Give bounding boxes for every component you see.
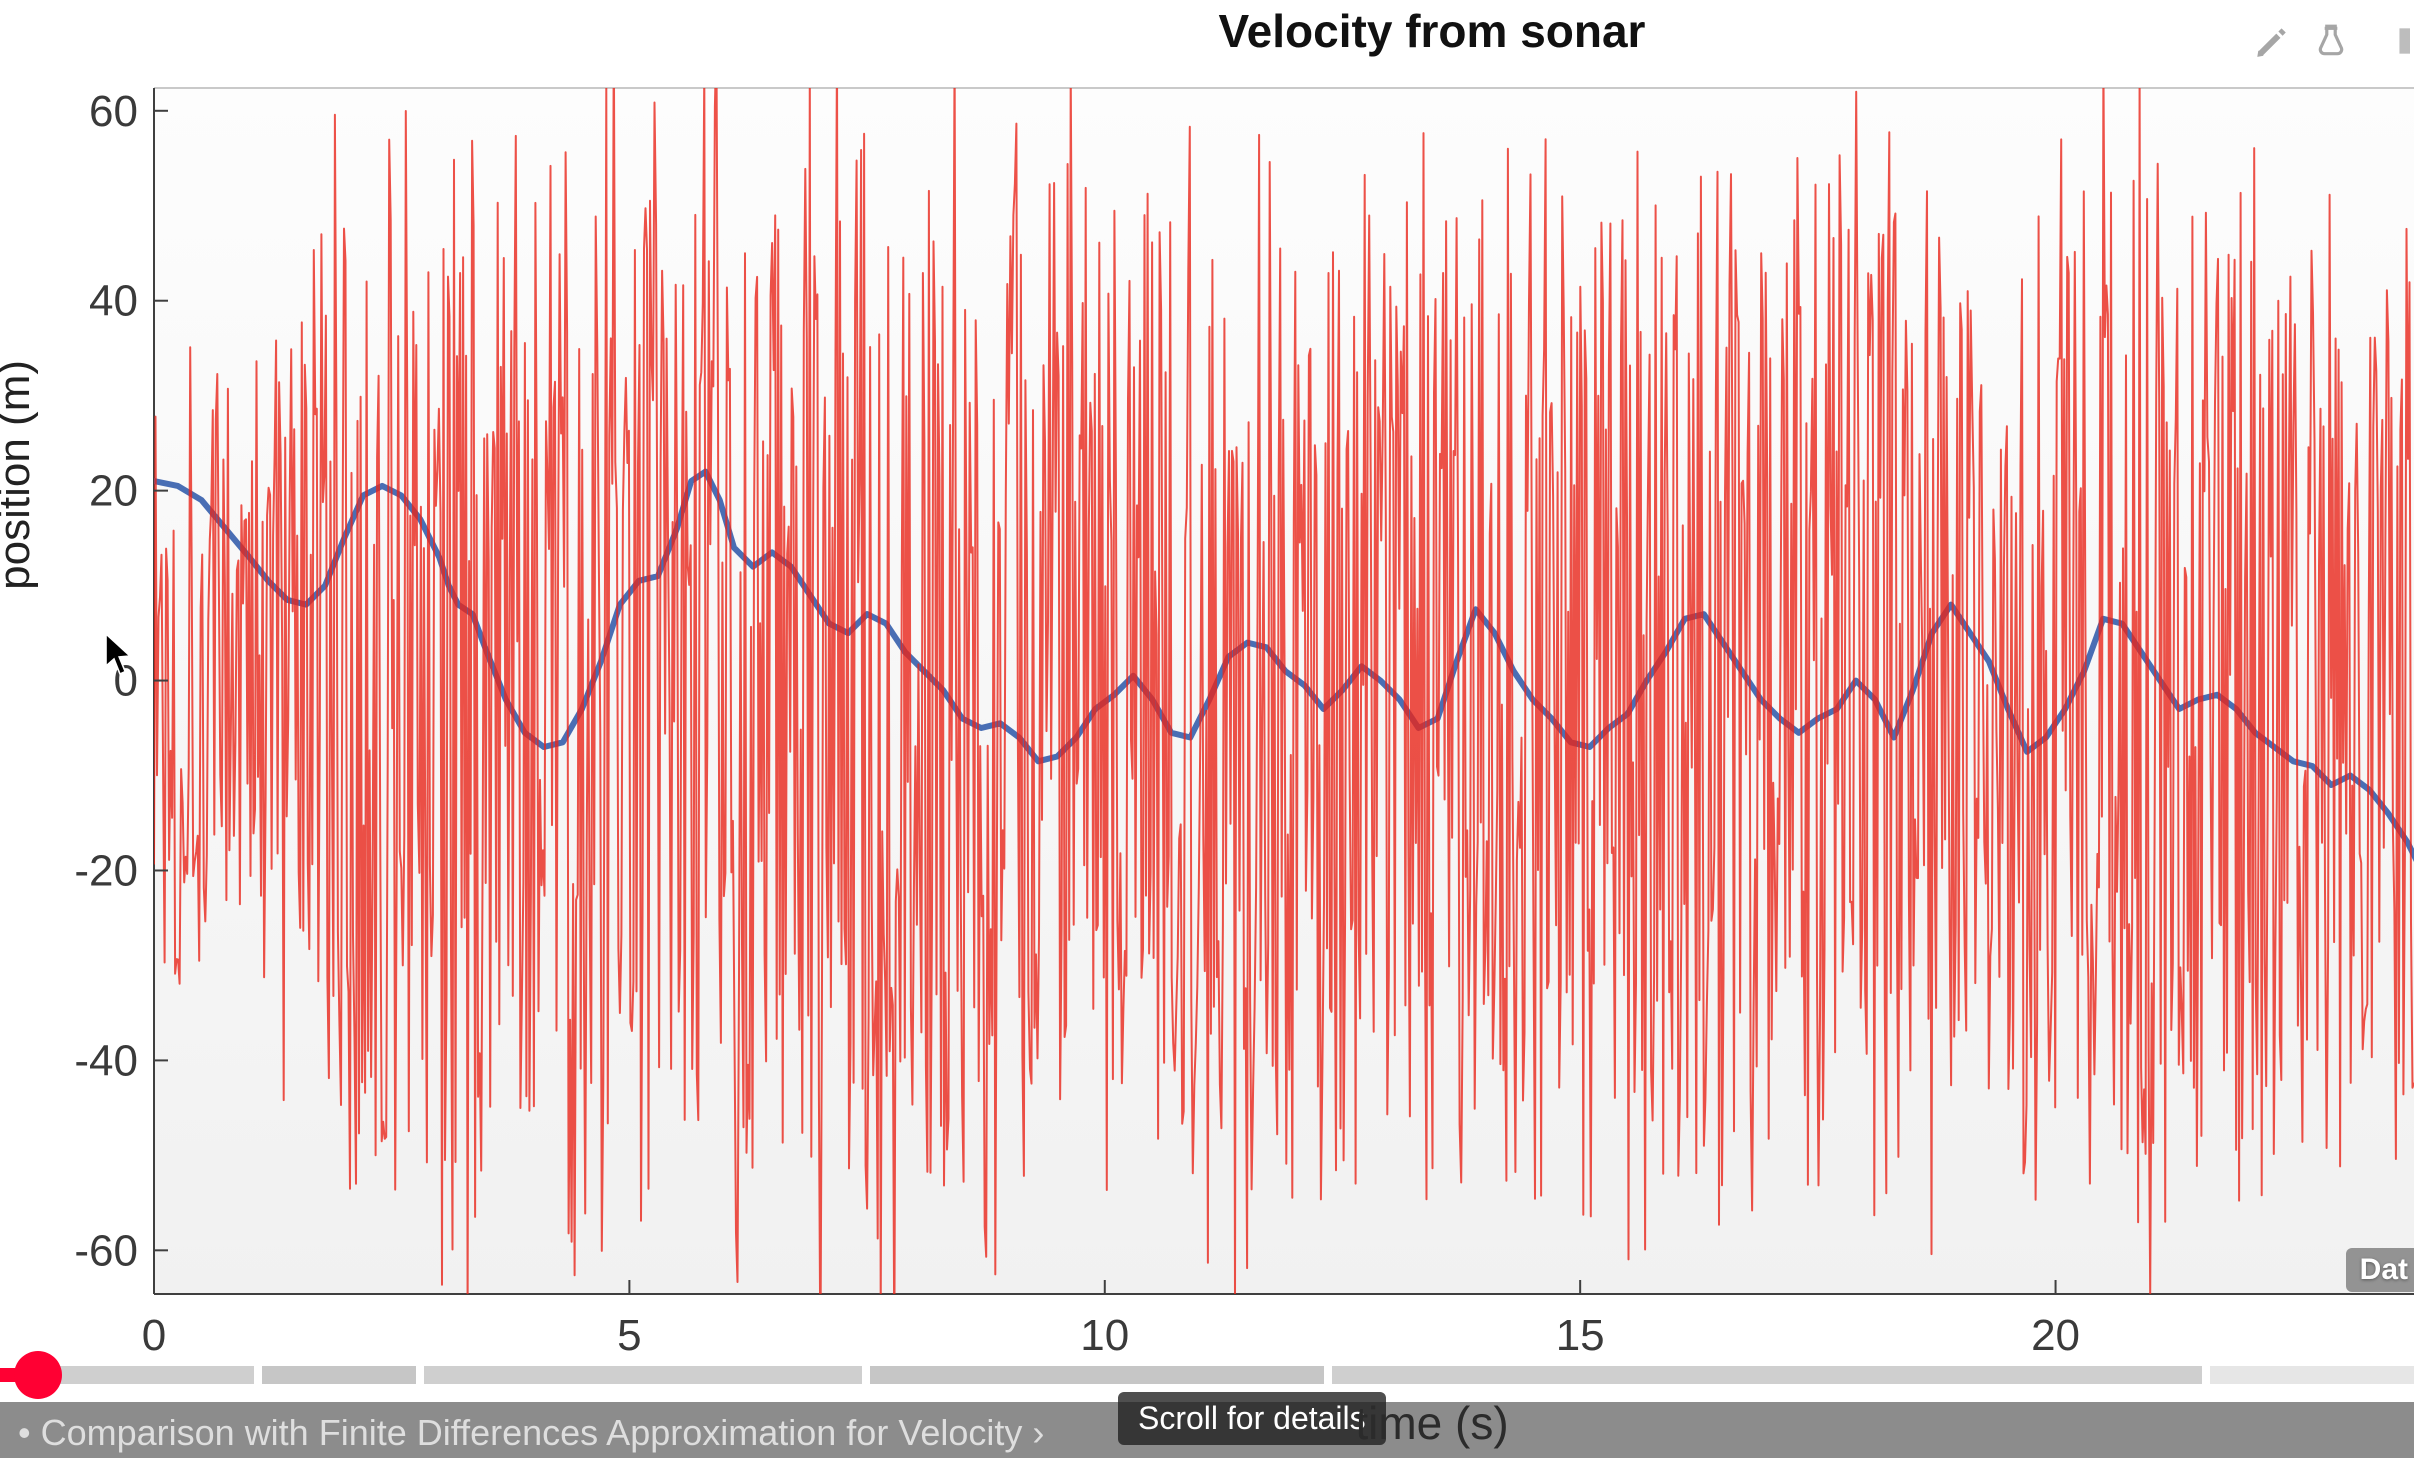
y-tick-label: -40 [74,1036,138,1085]
y-tick-label: 60 [89,87,138,136]
brush-icon[interactable] [2312,22,2350,60]
chart-title: Velocity from sonar [1218,5,1646,57]
progress-segment[interactable] [2210,1366,2414,1384]
scroll-hint-pill: Scroll for details [1118,1392,1386,1445]
progress-segment[interactable] [50,1366,254,1384]
x-tick-label: 10 [1080,1311,1129,1360]
y-tick-label: -60 [74,1226,138,1275]
progress-segment[interactable] [262,1366,416,1384]
progress-segment[interactable] [870,1366,1324,1384]
y-tick-label: 20 [89,467,138,516]
series-velocity-noise-line [154,88,2414,1294]
video-progress-bar[interactable] [0,1366,2414,1384]
y-tick-label: -20 [74,846,138,895]
progress-scrubber-dot[interactable] [14,1351,62,1399]
datatip-icon[interactable] [2372,22,2410,60]
y-tick-label: 40 [89,277,138,326]
progress-segment[interactable] [1332,1366,2202,1384]
progress-segment[interactable] [424,1366,862,1384]
mouse-cursor-icon [105,634,132,676]
edit-plot-icon[interactable] [2252,22,2290,60]
video-bottom-overlay: • Comparison with Finite Differences App… [0,1392,2414,1458]
x-tick-label: 15 [1556,1311,1605,1360]
y-axis-label: position (m) [0,360,39,590]
x-tick-label: 0 [142,1311,166,1360]
series-group [154,88,2414,1294]
axes-toolbar [2252,22,2410,60]
x-tick-label: 5 [617,1311,641,1360]
legend-partial-label: Dat [2345,1248,2414,1292]
video-caption[interactable]: • Comparison with Finite Differences App… [18,1412,1045,1453]
x-tick-label: 20 [2031,1311,2080,1360]
x-axis-label: time (s) [1355,1397,1509,1449]
